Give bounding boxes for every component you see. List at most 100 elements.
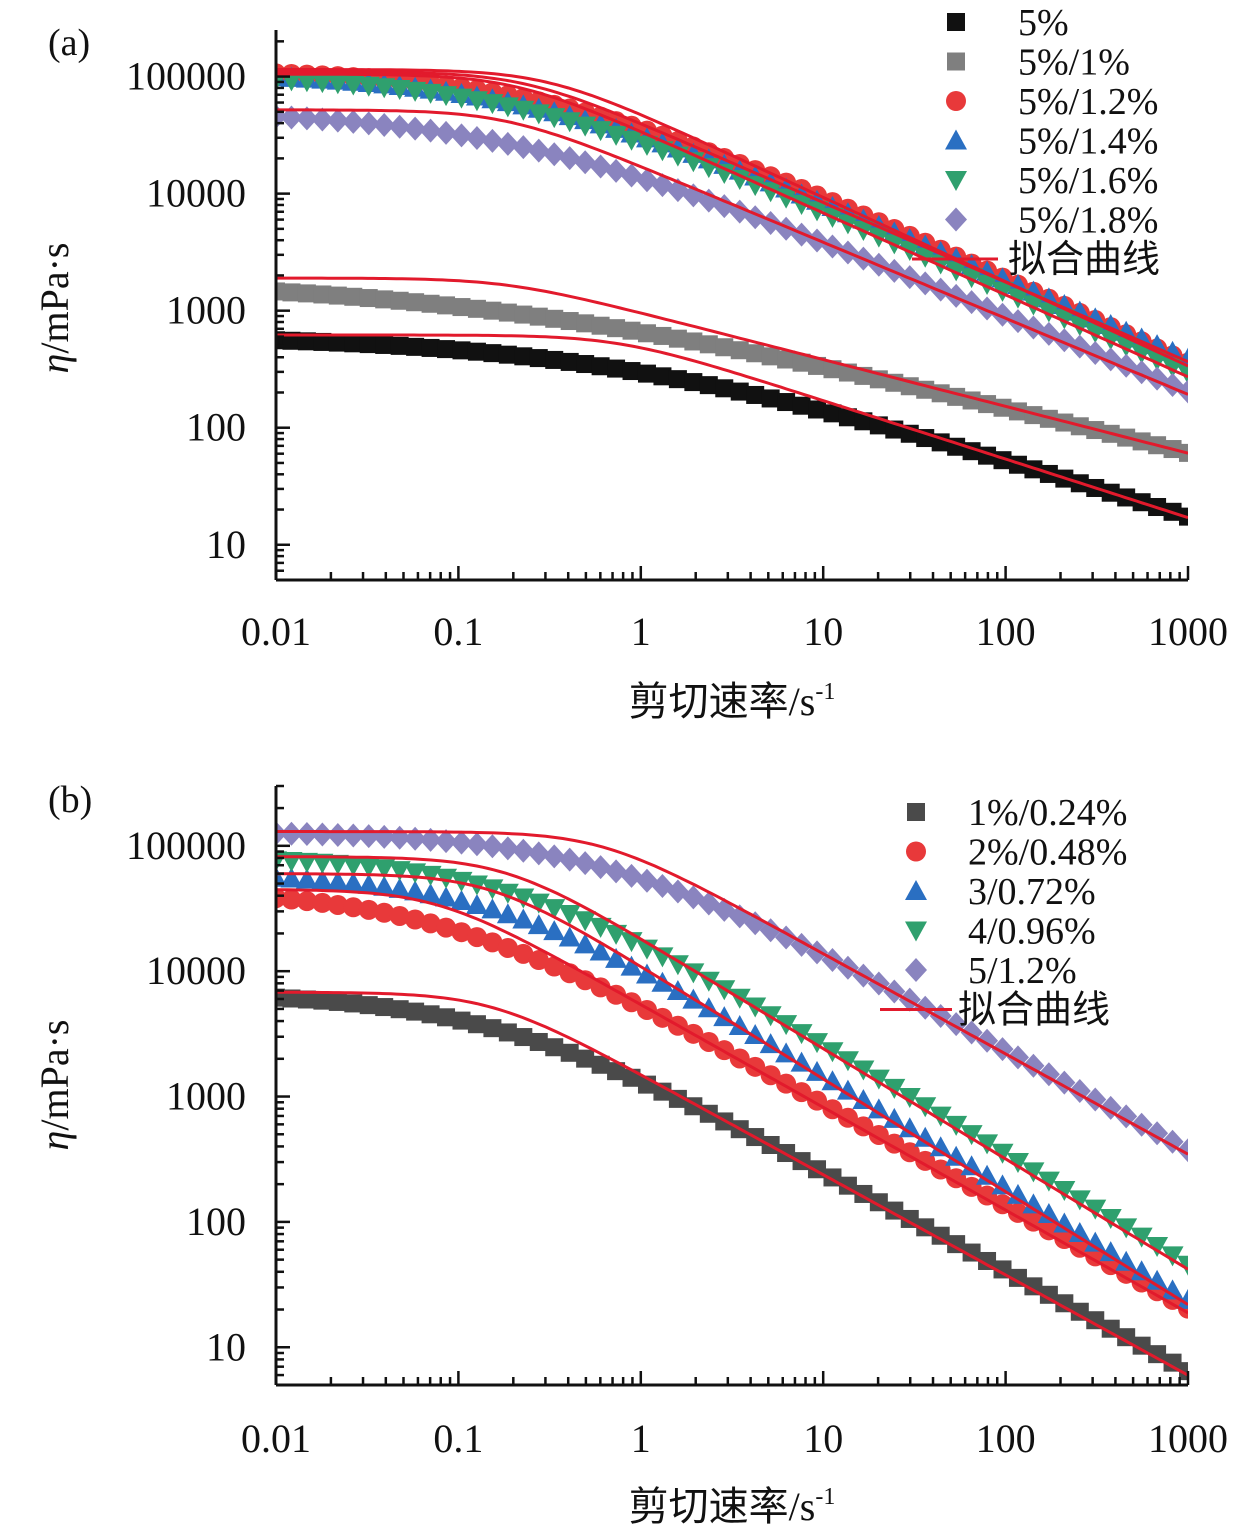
data-point <box>945 1145 968 1166</box>
data-point <box>867 1098 890 1119</box>
data-point <box>883 1078 906 1099</box>
data-point <box>1008 1268 1027 1287</box>
data-point <box>450 123 473 148</box>
data-point <box>342 109 365 134</box>
data-point <box>1084 1199 1107 1220</box>
data-point <box>421 338 440 357</box>
data-point <box>483 344 502 363</box>
data-point <box>311 107 334 132</box>
data-point <box>527 893 550 914</box>
data-point <box>635 963 658 984</box>
data-point <box>1068 316 1091 337</box>
series-1 <box>276 988 1188 1381</box>
data-point <box>1099 329 1122 350</box>
fit-curve-6 <box>276 108 1188 396</box>
data-point <box>419 883 442 904</box>
data-point <box>746 385 765 404</box>
data-point <box>388 861 411 882</box>
data-point <box>374 902 395 923</box>
data-point <box>1099 1209 1122 1230</box>
data-point <box>313 285 332 304</box>
data-point <box>620 163 643 188</box>
data-point <box>576 355 595 374</box>
legend-marker <box>945 207 967 232</box>
data-point <box>312 892 333 913</box>
data-point <box>297 284 316 303</box>
data-point <box>467 1015 486 1034</box>
data-point <box>358 899 379 920</box>
data-point <box>574 150 597 175</box>
data-point <box>852 1060 875 1081</box>
data-point <box>558 905 581 926</box>
data-point <box>280 105 303 130</box>
data-point <box>467 299 486 318</box>
data-point <box>1115 1250 1138 1271</box>
data-point <box>914 1126 937 1147</box>
y-tick-label: 100000 <box>126 823 246 868</box>
data-point <box>465 126 488 151</box>
fit-curve-2 <box>276 276 1188 455</box>
x-tick-label: 100 <box>976 609 1036 654</box>
y-tick-label: 100 <box>186 1199 246 1244</box>
data-point <box>344 287 363 306</box>
x-tick-label: 0.01 <box>241 1416 311 1461</box>
data-point <box>359 335 378 354</box>
data-point <box>605 158 628 183</box>
data-point <box>375 998 394 1017</box>
data-point <box>1130 343 1153 364</box>
data-point <box>1115 1218 1138 1239</box>
data-point <box>373 112 396 137</box>
data-point <box>483 1019 502 1038</box>
series-3 <box>276 866 1188 1309</box>
data-point <box>481 898 504 919</box>
data-point <box>342 872 365 893</box>
data-point <box>465 894 488 915</box>
data-point <box>1007 1202 1028 1223</box>
y-axis-title: η/mPa·s <box>32 243 77 374</box>
data-point <box>498 1023 517 1042</box>
data-point <box>483 301 502 320</box>
data-point <box>450 890 473 911</box>
data-point <box>545 1038 564 1057</box>
data-point <box>326 74 349 95</box>
data-point <box>684 373 703 392</box>
data-point <box>313 332 332 351</box>
legend-marker <box>906 841 926 862</box>
data-point <box>560 312 579 331</box>
data-point <box>282 989 301 1008</box>
data-point <box>326 108 349 133</box>
data-point <box>792 353 811 372</box>
data-point <box>651 971 674 992</box>
data-point <box>1054 1229 1075 1250</box>
data-point <box>419 827 442 852</box>
data-point <box>992 1194 1013 1215</box>
fit-curve-5 <box>276 72 1188 379</box>
data-point <box>373 875 396 896</box>
data-point <box>775 1042 798 1063</box>
data-point <box>512 908 535 929</box>
data-point <box>1115 336 1138 357</box>
data-point <box>1006 1183 1029 1204</box>
data-point <box>1024 406 1043 425</box>
data-point <box>467 342 486 361</box>
x-tick-label: 100 <box>976 1416 1036 1461</box>
data-point <box>978 1251 997 1270</box>
data-point <box>790 1051 813 1072</box>
data-point <box>945 1115 968 1136</box>
legend-label: 5% <box>1018 2 1069 44</box>
data-point <box>389 905 410 926</box>
data-point <box>326 854 349 875</box>
data-point <box>838 408 857 427</box>
x-axis-title: 剪切速率/s-1 <box>629 679 836 724</box>
data-point <box>419 865 442 886</box>
data-point <box>295 72 318 93</box>
data-point <box>620 130 643 151</box>
data-point <box>946 1168 967 1189</box>
data-point <box>435 86 458 107</box>
data-point <box>527 914 550 935</box>
data-point <box>357 111 380 136</box>
data-point <box>914 1097 937 1118</box>
data-point <box>699 335 718 354</box>
legend: 1%/0.24%2%/0.48%3/0.72%4/0.96%5/1.2%拟合曲线 <box>880 792 1127 1032</box>
legend-fit-label: 拟合曲线 <box>958 990 1110 1032</box>
